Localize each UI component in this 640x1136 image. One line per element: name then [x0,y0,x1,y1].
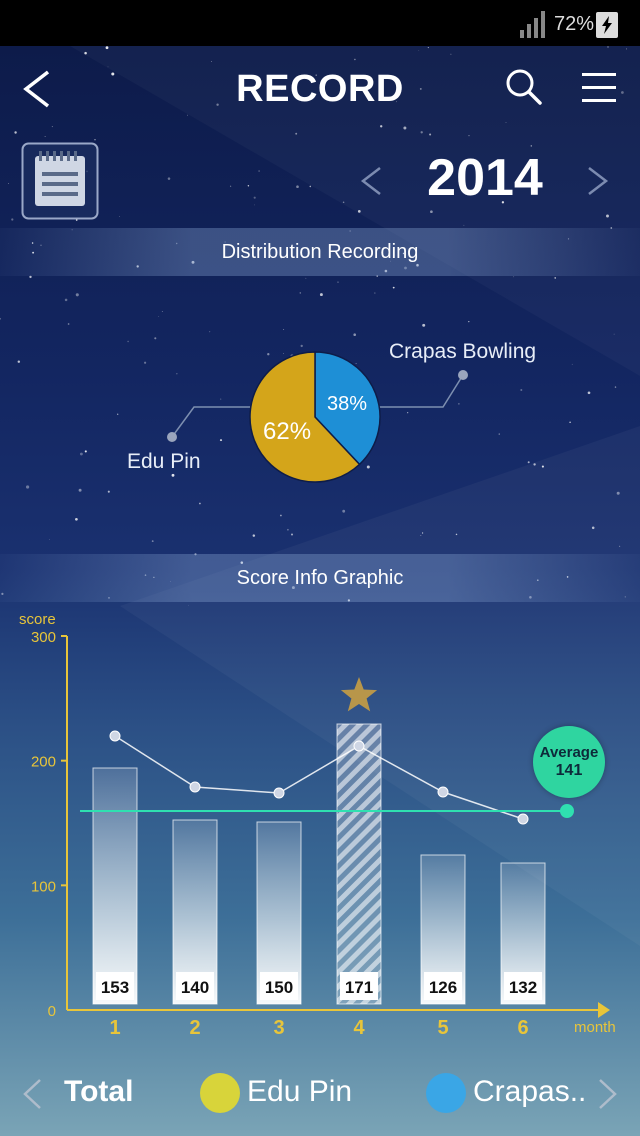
bar-month-1[interactable] [92,767,138,1005]
edu-pin-leader-dot [167,432,177,442]
average-value: 141 [555,762,583,779]
bar-value-bg [424,972,462,1000]
tab-edu-pin[interactable]: Edu Pin [247,1075,353,1108]
x-axis-label: month [574,1019,616,1036]
trend-point [437,786,449,798]
pie-label-edu-pin: Edu Pin [127,450,201,473]
battery-icon [596,12,618,38]
trend-point [517,813,529,825]
score-bar-chart: score month 0 100 200 300 153 1 140 2 150 3 171 4 126 5… [19,611,616,1039]
bar-value-bg [504,972,542,1000]
bar-value-bg [260,972,298,1000]
bar-value-label: 132 [509,978,537,997]
crapas-leader-dot [458,370,468,380]
pie-slice-crapas-bowling [314,351,381,466]
pie-percent-edu-pin: 62% [263,418,312,445]
edu-pin-ball-icon [200,1073,240,1113]
pie-slice-edu-pin [249,351,361,483]
signal-icon [520,11,545,38]
back-arrow-icon[interactable] [22,70,52,108]
y-tick-label: 200 [31,754,56,771]
bar-value-label: 140 [181,978,209,997]
bar-month-4[interactable] [336,723,382,1005]
distribution-heading: Distribution Recording [0,228,640,276]
bar-value-label: 153 [101,978,129,997]
bar-value-label: 171 [345,978,373,997]
crapas-ball-icon [426,1073,466,1113]
y-axis-label: score [19,611,56,628]
distribution-pie-chart [167,351,468,483]
x-tick-label: 3 [273,1017,284,1039]
y-tick-label: 300 [31,629,56,646]
y-tick-label: 0 [48,1003,56,1020]
status-bar: 72% [0,0,640,46]
trend-point [109,730,121,742]
next-year-button[interactable] [587,166,609,196]
bar-value-label: 126 [429,978,457,997]
tab-total[interactable]: Total [64,1075,134,1108]
x-tick-label: 6 [517,1017,528,1039]
trend-point [273,787,285,799]
average-label: Average [539,744,599,761]
trend-line [114,735,524,820]
best-month-star-icon [340,677,378,712]
average-line-dot [560,804,574,818]
average-badge: Average 141 [533,726,605,798]
footer-next-button[interactable] [598,1078,618,1110]
score-heading: Score Info Graphic [0,554,640,602]
tab-crapas[interactable]: Crapas.. [473,1075,587,1108]
page-title: RECORD [236,68,404,110]
search-icon[interactable] [505,68,543,106]
x-tick-label: 2 [189,1017,200,1039]
pie-percent-crapas: 38% [327,393,368,415]
trend-point [189,781,201,793]
bar-value-bg [96,972,134,1000]
year-display: 2014 [427,149,543,207]
bar-value-label: 150 [265,978,293,997]
x-axis-arrow [598,1002,610,1018]
battery-percent: 72% [554,13,595,35]
bar-value-bg [176,972,214,1000]
x-tick-label: 4 [353,1017,365,1039]
x-tick-label: 1 [109,1017,120,1039]
trend-point [353,740,365,752]
footer-prev-button[interactable] [22,1078,42,1110]
notepad-icon[interactable] [21,142,99,220]
bar-value-bg [340,972,378,1000]
pie-label-crapas-bowling: Crapas Bowling [389,340,537,363]
previous-year-button[interactable] [360,166,382,196]
y-tick-label: 100 [31,878,56,895]
x-tick-label: 5 [437,1017,448,1039]
menu-icon[interactable] [582,72,616,104]
